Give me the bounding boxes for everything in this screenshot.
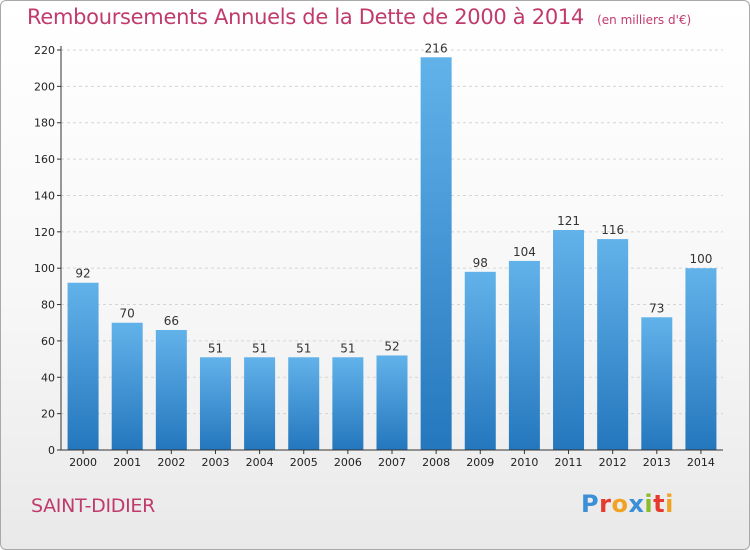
bar	[288, 357, 320, 450]
y-tick-label: 80	[41, 299, 55, 312]
bar-value-label: 92	[75, 267, 90, 281]
x-tick-label: 2014	[687, 456, 715, 469]
logo-letter: x	[628, 490, 645, 518]
y-tick-label: 20	[41, 408, 55, 421]
bar-value-label: 121	[557, 214, 580, 228]
bar	[332, 357, 364, 450]
chart-title: Remboursements Annuels de la Dette de 20…	[27, 5, 691, 29]
bar	[244, 357, 276, 450]
x-tick-label: 2011	[555, 456, 583, 469]
bar	[597, 239, 629, 450]
x-tick-label: 2002	[157, 456, 185, 469]
bar	[155, 330, 187, 450]
bar-value-label: 216	[425, 41, 448, 55]
bar	[199, 357, 231, 450]
y-tick-label: 160	[34, 153, 55, 166]
bar-value-label: 51	[296, 341, 311, 355]
y-tick-label: 220	[34, 44, 55, 57]
logo-letter: P	[581, 490, 600, 518]
axes	[57, 46, 723, 454]
commune-name: SAINT-DIDIER	[31, 495, 156, 517]
bar-value-label: 51	[252, 341, 267, 355]
y-tick-label: 120	[34, 226, 55, 239]
x-tick-label: 2000	[69, 456, 97, 469]
proxiti-logo: Proxiti	[581, 490, 674, 518]
y-tick-label: 0	[48, 444, 55, 457]
logo-letter: i	[665, 490, 674, 518]
logo-letter: r	[599, 490, 612, 518]
x-tick-label: 2004	[246, 456, 274, 469]
x-tick-label: 2009	[466, 456, 494, 469]
x-tick-label: 2007	[378, 456, 406, 469]
bar	[420, 57, 452, 450]
x-tick-label: 2006	[334, 456, 362, 469]
bar-value-label: 73	[649, 301, 664, 315]
bar	[67, 282, 99, 450]
bar-value-label: 51	[208, 341, 223, 355]
bar	[508, 260, 540, 450]
y-tick-label: 200	[34, 80, 55, 93]
bar-value-label: 52	[384, 339, 399, 353]
bar	[685, 268, 717, 450]
bar-value-label: 51	[340, 341, 355, 355]
x-tick-label: 2005	[290, 456, 318, 469]
logo-letter: t	[653, 490, 666, 518]
y-tick-label: 180	[34, 117, 55, 130]
logo-letter: i	[644, 490, 654, 518]
bar-value-label: 66	[164, 314, 179, 328]
labels: 0 20 40 60 80 100 120 140 160 180 200 220 92 2000 70 20…	[34, 41, 715, 469]
bar-value-label: 116	[601, 223, 624, 237]
chart-title-unit: (en milliers d'€)	[597, 13, 692, 27]
bar-value-label: 98	[473, 256, 488, 270]
logo-letter: o	[611, 490, 629, 518]
y-tick-label: 60	[41, 335, 55, 348]
y-tick-label: 40	[41, 371, 55, 384]
y-tick-label: 100	[34, 262, 55, 275]
x-tick-label: 2008	[422, 456, 450, 469]
x-tick-label: 2010	[510, 456, 538, 469]
y-tick-label: 140	[34, 189, 55, 202]
x-tick-label: 2003	[201, 456, 229, 469]
x-tick-label: 2012	[599, 456, 627, 469]
x-tick-label: 2013	[643, 456, 671, 469]
bar-value-label: 104	[513, 245, 536, 259]
bar	[111, 322, 143, 450]
bar	[464, 271, 496, 450]
bar	[376, 355, 408, 450]
bar-value-label: 100	[689, 252, 712, 266]
chart-title-main: Remboursements Annuels de la Dette de 20…	[27, 5, 584, 29]
bar	[641, 317, 673, 450]
x-tick-label: 2001	[113, 456, 141, 469]
bar-value-label: 70	[120, 307, 135, 321]
bar	[553, 230, 585, 450]
bars	[67, 57, 717, 450]
